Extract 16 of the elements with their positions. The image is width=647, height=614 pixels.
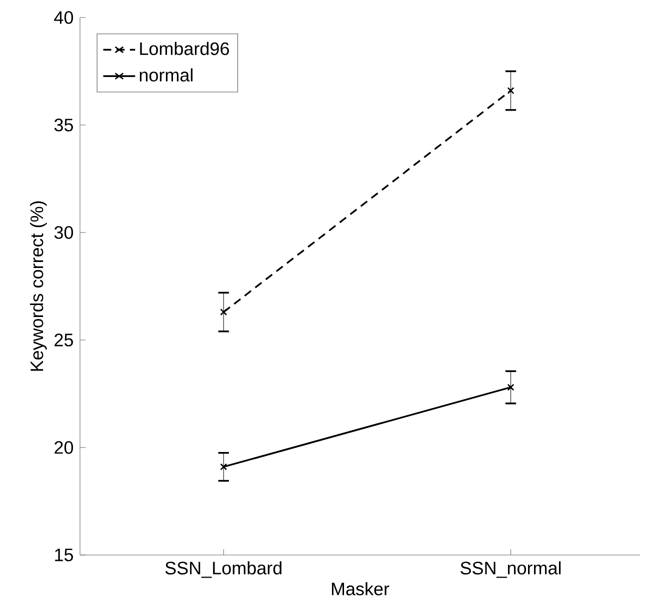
x-axis-title: Masker xyxy=(332,582,390,596)
y-tick-label: 40 xyxy=(54,11,74,24)
y-tick-label: 20 xyxy=(54,441,74,454)
x-tick-label: SSN_normal xyxy=(460,561,561,578)
y-tick-label: 35 xyxy=(54,118,73,132)
y-tick-label: 15 xyxy=(55,548,73,562)
point xyxy=(507,87,514,94)
y-tick-label: 30 xyxy=(54,226,74,239)
point xyxy=(220,463,228,470)
legend-label: normal xyxy=(140,68,192,82)
x-tick-label: SSN_Lombard xyxy=(165,561,282,578)
point xyxy=(507,384,514,391)
y-tick-label: 25 xyxy=(54,334,73,346)
point xyxy=(220,308,228,316)
legend-label: Lombard96 xyxy=(140,42,229,56)
y-axis-title: Keywords correct (%) xyxy=(30,201,47,371)
